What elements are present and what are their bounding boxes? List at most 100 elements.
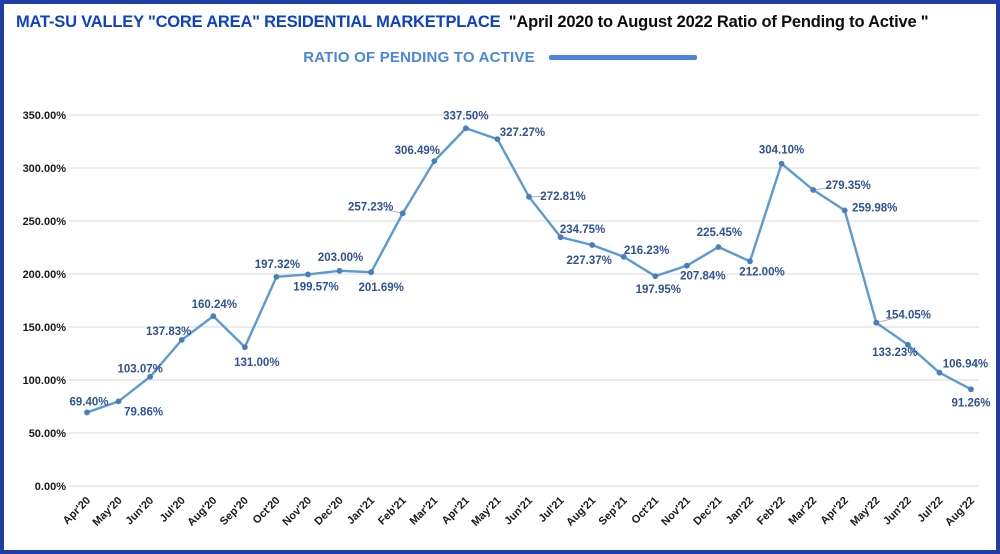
x-axis-tick-label: Oct'21 bbox=[629, 495, 661, 527]
x-axis-tick-label: Apr'22 bbox=[818, 495, 850, 527]
data-point-label: 279.35% bbox=[825, 180, 870, 192]
chart-title: MAT-SU VALLEY "CORE AREA" RESIDENTIAL MA… bbox=[16, 13, 929, 32]
data-point-marker bbox=[336, 267, 343, 274]
data-point-marker bbox=[84, 409, 90, 416]
data-point-label: 327.27% bbox=[500, 127, 545, 139]
legend-line-swatch bbox=[548, 55, 697, 60]
data-point-marker bbox=[652, 273, 659, 280]
data-point-label: 304.10% bbox=[759, 145, 804, 157]
data-point-marker bbox=[273, 273, 280, 280]
data-point-label: 154.05% bbox=[886, 310, 931, 322]
x-axis-tick-label: Jan'22 bbox=[724, 495, 756, 527]
legend-series-label: RATIO OF PENDING TO ACTIVE bbox=[303, 49, 535, 66]
data-point-label: 234.75% bbox=[560, 224, 605, 236]
y-axis-tick-label: 350.00% bbox=[23, 110, 67, 122]
data-label-leader-line bbox=[385, 209, 403, 214]
x-axis-tick-label: Sep'20 bbox=[218, 495, 251, 528]
y-axis-tick-label: 100.00% bbox=[23, 375, 67, 387]
data-point-label: 103.07% bbox=[117, 364, 162, 376]
x-axis-tick-label: Apr'21 bbox=[440, 495, 472, 527]
x-axis-tick-label: Jul'20 bbox=[158, 495, 188, 525]
data-point-marker bbox=[557, 234, 564, 241]
data-point-marker bbox=[778, 160, 785, 167]
x-axis-tick-label: Jun'21 bbox=[502, 495, 535, 528]
x-axis-tick-label: Dec'21 bbox=[691, 495, 724, 528]
line-chart-plot: 0.00% 50.00% 100.00% 150.00% 200.00% 250.00% 3… bbox=[23, 110, 991, 529]
data-point-marker bbox=[210, 313, 217, 320]
x-axis-tick-label: Oct'20 bbox=[251, 495, 283, 527]
data-point-label: 337.50% bbox=[443, 110, 488, 122]
x-axis-tick-label: May'21 bbox=[469, 495, 503, 529]
data-point-label: 197.32% bbox=[255, 259, 300, 271]
x-axis-tick-label: Mar'21 bbox=[408, 495, 441, 528]
data-point-label: 257.23% bbox=[348, 201, 393, 213]
data-point-label: 79.86% bbox=[124, 406, 163, 418]
data-point-marker bbox=[494, 136, 501, 142]
data-point-marker bbox=[683, 262, 690, 269]
data-point-marker bbox=[810, 186, 817, 193]
data-point-marker bbox=[241, 344, 248, 351]
data-point-label: 131.00% bbox=[234, 357, 279, 369]
x-axis-tick-label: May'20 bbox=[91, 495, 125, 529]
data-point-label: 69.40% bbox=[69, 396, 108, 408]
data-point-marker bbox=[936, 369, 943, 376]
data-point-label: 272.81% bbox=[540, 191, 585, 203]
y-axis-tick-label: 0.00% bbox=[35, 481, 66, 493]
x-axis-tick-label: Mar'22 bbox=[786, 495, 819, 528]
x-axis-tick-label: Jul'21 bbox=[536, 495, 566, 525]
data-point-label: 201.69% bbox=[358, 282, 403, 294]
data-point-label: 259.98% bbox=[852, 202, 897, 214]
data-point-marker bbox=[431, 158, 438, 165]
x-axis-tick-label: Feb'21 bbox=[376, 495, 409, 528]
data-point-marker bbox=[178, 337, 185, 343]
series-line-ratio-pending-to-active bbox=[85, 127, 973, 414]
chart-legend: RATIO OF PENDING TO ACTIVE bbox=[4, 49, 996, 66]
data-point-label: 106.94% bbox=[943, 359, 988, 371]
data-point-label: 133.23% bbox=[872, 347, 917, 359]
data-point-label: 306.49% bbox=[395, 145, 440, 157]
data-point-marker bbox=[904, 341, 911, 348]
data-point-label: 160.24% bbox=[192, 299, 237, 311]
data-point-marker bbox=[620, 253, 627, 260]
data-point-marker bbox=[715, 244, 722, 250]
data-point-label: 212.00% bbox=[739, 266, 784, 278]
data-point-label: 137.83% bbox=[146, 326, 191, 338]
x-axis-tick-label: Jul'22 bbox=[915, 495, 945, 525]
x-axis-tick-label: Aug'22 bbox=[943, 495, 977, 529]
x-axis-tick-label: Aug'20 bbox=[185, 495, 219, 529]
x-axis-tick-label: Dec'20 bbox=[312, 495, 345, 528]
data-point-label: 227.37% bbox=[566, 255, 611, 267]
data-point-marker bbox=[115, 398, 122, 405]
x-axis-tick-label: Nov'21 bbox=[659, 495, 693, 529]
data-point-label: 197.95% bbox=[636, 284, 681, 296]
data-point-marker bbox=[462, 125, 469, 132]
x-axis-tick-label: Jun'20 bbox=[123, 495, 156, 528]
data-point-label: 203.00% bbox=[318, 252, 363, 264]
data-point-marker bbox=[841, 207, 848, 214]
data-point-marker bbox=[526, 193, 532, 200]
y-axis-tick-label: 250.00% bbox=[23, 216, 67, 228]
y-axis-tick-label: 50.00% bbox=[29, 428, 67, 440]
y-axis-tick-label: 200.00% bbox=[23, 269, 67, 281]
data-point-marker bbox=[305, 271, 311, 278]
x-axis-tick-label: Feb'22 bbox=[755, 495, 788, 528]
data-point-label: 207.84% bbox=[680, 271, 725, 283]
data-point-marker bbox=[968, 386, 974, 393]
x-axis-tick-label: Nov'20 bbox=[280, 495, 314, 529]
data-point-label: 225.45% bbox=[697, 227, 742, 239]
data-point-label: 91.26% bbox=[951, 397, 990, 409]
x-axis-tick-label: Aug'21 bbox=[564, 495, 598, 529]
chart-title-primary: MAT-SU VALLEY "CORE AREA" RESIDENTIAL MA… bbox=[16, 13, 501, 31]
data-label-leader-line bbox=[528, 195, 548, 198]
data-point-marker bbox=[873, 319, 880, 326]
data-point-marker bbox=[747, 258, 753, 265]
data-point-label: 199.57% bbox=[293, 281, 338, 293]
data-label-leader-line bbox=[813, 186, 833, 191]
data-point-label: 216.23% bbox=[624, 245, 669, 257]
y-axis-tick-label: 150.00% bbox=[23, 322, 67, 334]
data-point-marker bbox=[368, 269, 375, 276]
x-axis-tick-label: Sep'21 bbox=[597, 495, 630, 528]
data-point-marker bbox=[589, 242, 596, 248]
y-axis-tick-label: 300.00% bbox=[23, 163, 67, 175]
